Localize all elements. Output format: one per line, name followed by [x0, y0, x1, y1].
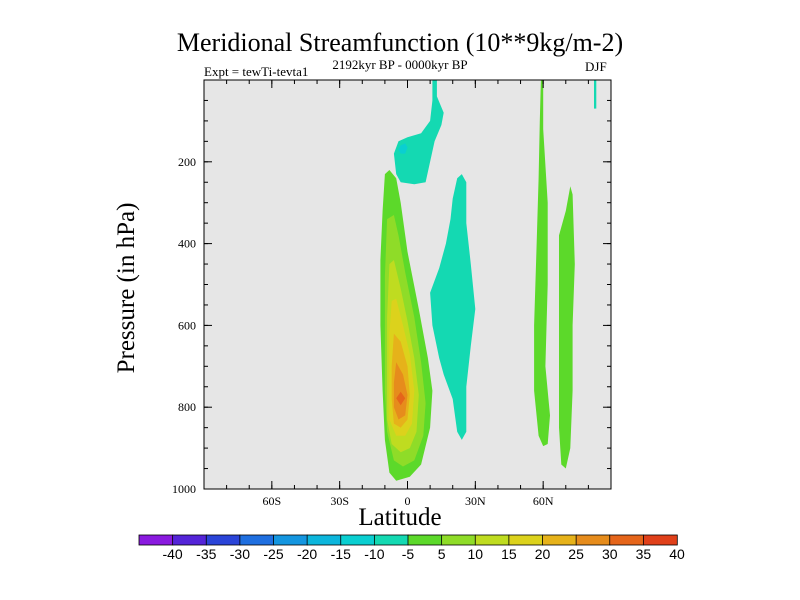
contour-hadley-cell-35 [396, 391, 406, 406]
colorbar-label: 15 [501, 546, 517, 562]
contour-ferrel-cell-b [559, 186, 575, 469]
colorbar-swatch [273, 534, 308, 546]
colorbar-swatch [138, 534, 174, 546]
y-tick-label: 400 [178, 237, 196, 251]
y-tick-label: 800 [178, 400, 196, 414]
y-axis-label: Pressure (in hPa) [113, 202, 140, 374]
colorbar-swatch [575, 534, 611, 546]
colorbar-label: -5 [401, 546, 415, 562]
colorbar-swatch [205, 534, 241, 546]
colorbar-label: -40 [162, 546, 183, 562]
contour-upper-trop-negative [393, 80, 444, 185]
colorbar-label: -25 [263, 546, 284, 562]
y-tick-label: 200 [178, 155, 196, 169]
colorbar-swatch [474, 534, 510, 546]
colorbar-swatch [373, 534, 409, 546]
colorbar-label: 5 [437, 546, 446, 562]
colorbar-label: -20 [296, 546, 318, 562]
colorbar-label: -35 [196, 546, 217, 562]
colorbar-swatch [172, 534, 207, 546]
time-range-label: 2192kyr BP - 0000kyr BP [332, 57, 468, 72]
contour-hadley-cell-30 [393, 362, 408, 420]
x-tick-label: 60N [533, 494, 554, 508]
colorbar-label: 25 [568, 546, 584, 562]
contour-ferrel-cell-a [534, 80, 550, 447]
colorbar [138, 534, 678, 546]
colorbar-swatch [407, 534, 443, 546]
colorbar-label: -15 [330, 546, 351, 562]
colorbar-label: 40 [669, 546, 685, 562]
y-tick-label: 600 [178, 318, 196, 332]
colorbar-label: 20 [534, 546, 551, 562]
x-tick-label: 30N [465, 494, 486, 508]
x-tick-label: 0 [405, 494, 411, 508]
contour-polar-sliver [594, 80, 597, 109]
colorbar-swatch [642, 534, 678, 546]
experiment-label: Expt = tewTi-tevta1 [204, 64, 309, 79]
colorbar-label: 35 [635, 546, 652, 562]
colorbar-label: 30 [602, 546, 618, 562]
colorbar-swatch [542, 534, 577, 546]
colorbar-swatch [609, 534, 645, 546]
contour-regions [380, 80, 597, 481]
colorbar-swatch [306, 534, 342, 546]
x-axis-label: Latitude [358, 504, 442, 531]
colorbar-label: 10 [467, 546, 484, 562]
colorbar-swatch [340, 534, 376, 546]
axis-ticks: 60S 30S 0 30N 60N 200 400 600 800 1000 [172, 80, 611, 508]
y-tick-label: 1000 [172, 482, 196, 496]
x-tick-label: 60S [262, 494, 281, 508]
colorbar-swatch [508, 534, 544, 546]
season-label: DJF [585, 59, 607, 74]
contour-subtropical-negative-cell [430, 174, 476, 440]
colorbar-swatch [441, 534, 476, 546]
x-tick-label: 30S [330, 494, 349, 508]
contour-upper-trop-negative-inner [398, 143, 408, 154]
chart-title: Meridional Streamfunction (10**9kg/m-2) [176, 28, 624, 57]
colorbar-label: -30 [229, 546, 251, 562]
colorbar-label: -10 [364, 546, 385, 562]
colorbar-swatch [239, 534, 275, 546]
